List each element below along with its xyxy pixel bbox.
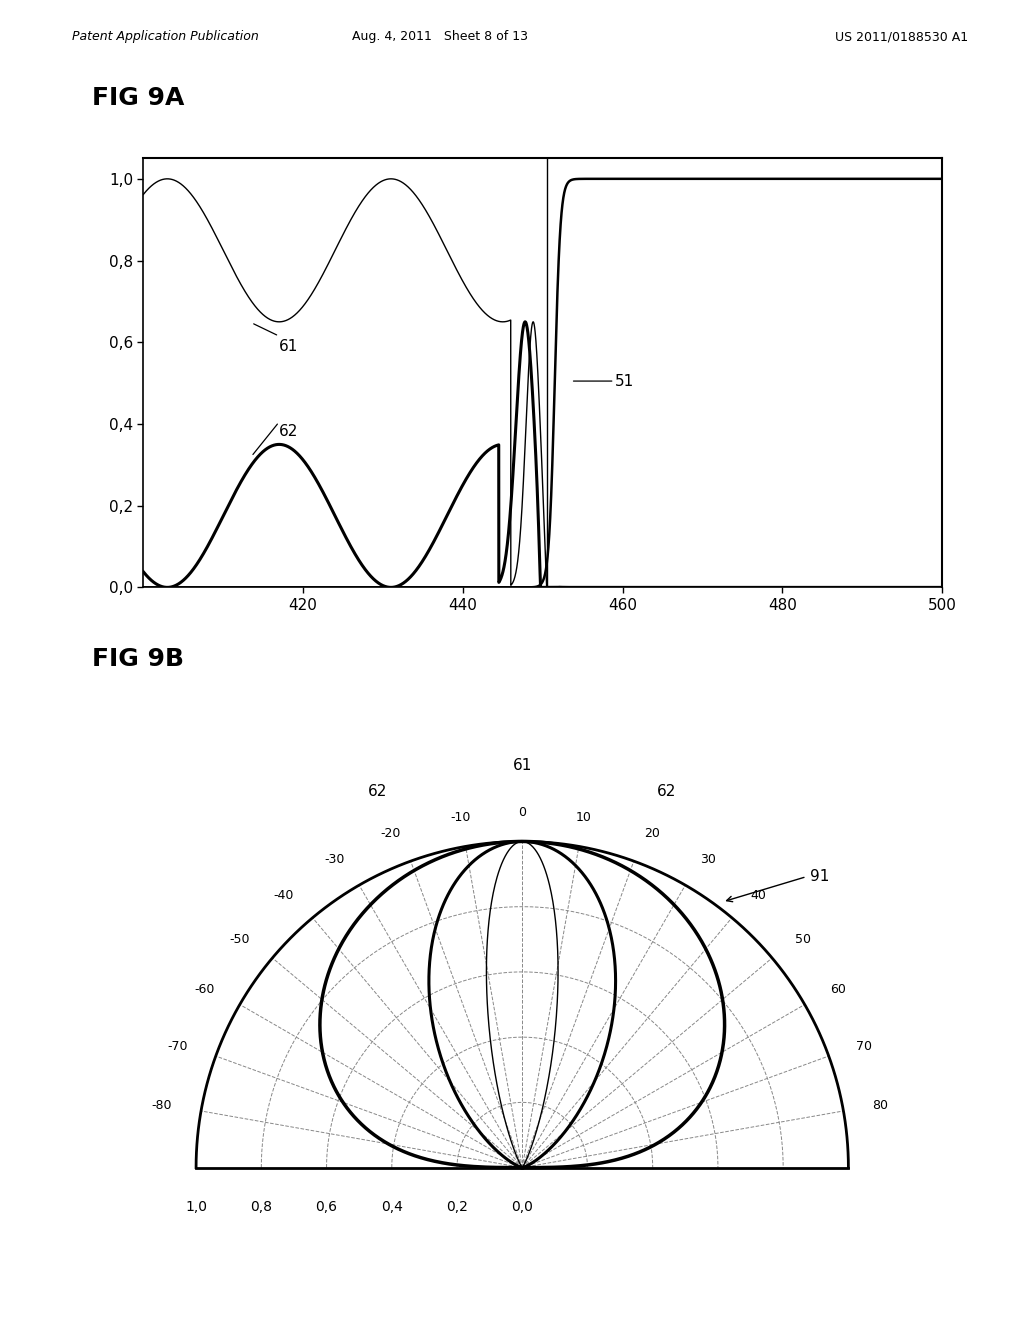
Text: FIG 9B: FIG 9B	[92, 647, 184, 671]
Text: 61: 61	[280, 339, 299, 354]
Text: 20: 20	[644, 828, 659, 840]
Text: 80: 80	[872, 1100, 889, 1113]
Text: 40: 40	[751, 888, 767, 902]
Text: 50: 50	[795, 933, 811, 945]
Text: 62: 62	[657, 784, 677, 800]
Text: FIG 9A: FIG 9A	[92, 86, 184, 110]
Text: 0,8: 0,8	[250, 1200, 272, 1214]
Text: -80: -80	[152, 1100, 172, 1113]
Text: 10: 10	[577, 810, 592, 824]
Text: 0: 0	[518, 805, 526, 818]
Text: 70: 70	[856, 1040, 872, 1052]
Text: 51: 51	[614, 374, 634, 388]
Text: 62: 62	[368, 784, 387, 800]
Text: US 2011/0188530 A1: US 2011/0188530 A1	[835, 30, 968, 44]
Text: 30: 30	[700, 853, 716, 866]
Text: 60: 60	[830, 983, 846, 997]
Text: Patent Application Publication: Patent Application Publication	[72, 30, 258, 44]
Text: -40: -40	[273, 888, 294, 902]
Text: 0,4: 0,4	[381, 1200, 402, 1214]
Text: 1,0: 1,0	[185, 1200, 207, 1214]
Text: 91: 91	[810, 869, 829, 884]
Text: -30: -30	[325, 853, 344, 866]
Text: 0,6: 0,6	[315, 1200, 338, 1214]
Text: 62: 62	[280, 424, 299, 440]
Text: -70: -70	[168, 1040, 188, 1052]
Text: -50: -50	[229, 933, 250, 945]
Text: -20: -20	[380, 828, 400, 840]
Text: 0,2: 0,2	[446, 1200, 468, 1214]
Text: -60: -60	[194, 983, 214, 997]
Text: Aug. 4, 2011   Sheet 8 of 13: Aug. 4, 2011 Sheet 8 of 13	[352, 30, 528, 44]
Text: 61: 61	[513, 758, 531, 774]
Text: -10: -10	[451, 810, 471, 824]
Text: 0,0: 0,0	[511, 1200, 534, 1214]
